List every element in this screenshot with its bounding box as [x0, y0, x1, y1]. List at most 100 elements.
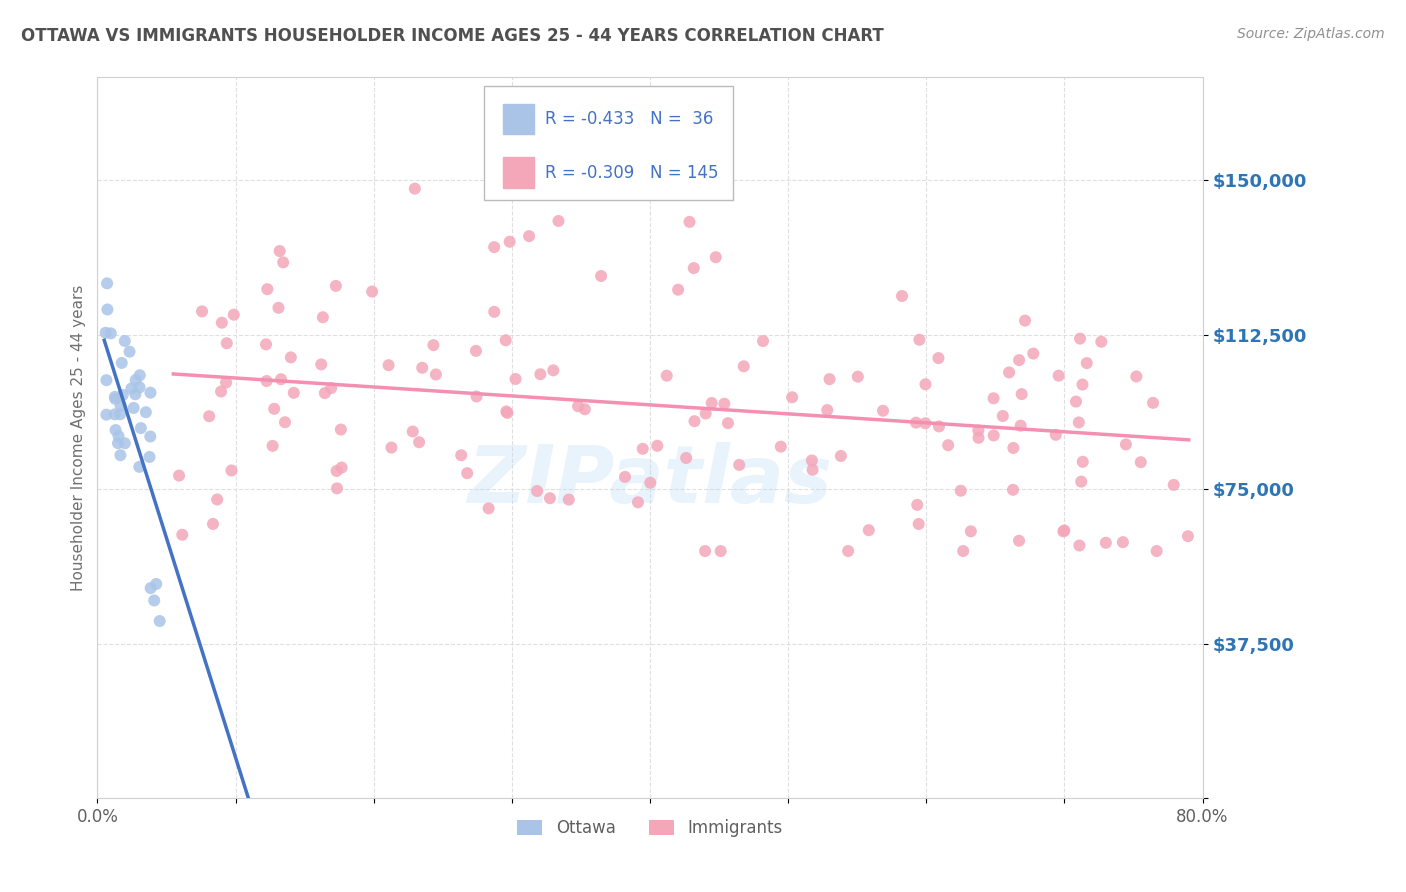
- Point: [271, 255, 294, 269]
- Point: [1002, 441, 1025, 455]
- Point: [361, 285, 384, 299]
- Point: [262, 439, 284, 453]
- Point: [907, 516, 929, 531]
- Point: [1069, 539, 1091, 553]
- Point: [222, 308, 245, 322]
- Point: [908, 333, 931, 347]
- Point: [270, 372, 292, 386]
- Point: [269, 244, 291, 258]
- Point: [1112, 535, 1135, 549]
- Point: [205, 492, 228, 507]
- Point: [139, 385, 162, 400]
- Point: [256, 374, 278, 388]
- Point: [120, 382, 142, 396]
- Point: [215, 336, 238, 351]
- Point: [1146, 544, 1168, 558]
- Point: [111, 388, 134, 402]
- Point: [312, 310, 335, 325]
- Point: [122, 401, 145, 415]
- Point: [914, 417, 936, 431]
- Point: [717, 416, 740, 430]
- FancyBboxPatch shape: [484, 87, 733, 200]
- Point: [402, 425, 425, 439]
- Y-axis label: Householder Income Ages 25 - 44 years: Householder Income Ages 25 - 44 years: [72, 285, 86, 591]
- Point: [478, 501, 501, 516]
- Point: [567, 399, 589, 413]
- Point: [138, 450, 160, 464]
- Point: [891, 289, 914, 303]
- Point: [631, 442, 654, 456]
- Point: [135, 405, 157, 419]
- Point: [1045, 427, 1067, 442]
- Point: [145, 577, 167, 591]
- Point: [1014, 313, 1036, 327]
- Point: [1047, 368, 1070, 383]
- Point: [1115, 437, 1137, 451]
- Point: [96, 277, 118, 291]
- Text: Source: ZipAtlas.com: Source: ZipAtlas.com: [1237, 27, 1385, 41]
- Point: [713, 397, 735, 411]
- Point: [326, 481, 349, 495]
- Point: [905, 416, 928, 430]
- Point: [104, 392, 127, 406]
- Point: [1071, 455, 1094, 469]
- Point: [1022, 346, 1045, 360]
- Point: [107, 436, 129, 450]
- Point: [128, 380, 150, 394]
- Point: [936, 438, 959, 452]
- Point: [627, 495, 650, 509]
- Point: [547, 214, 569, 228]
- Point: [314, 386, 336, 401]
- Point: [675, 450, 697, 465]
- Point: [96, 408, 118, 422]
- Point: [752, 334, 775, 348]
- Point: [425, 368, 447, 382]
- Point: [1001, 483, 1024, 497]
- Point: [125, 373, 148, 387]
- Point: [96, 373, 118, 387]
- Point: [198, 409, 221, 424]
- Point: [927, 351, 949, 365]
- Point: [678, 215, 700, 229]
- Point: [274, 415, 297, 429]
- Point: [645, 439, 668, 453]
- Point: [114, 334, 136, 348]
- Point: [309, 358, 332, 372]
- Text: OTTAWA VS IMMIGRANTS HOUSEHOLDER INCOME AGES 25 - 44 YEARS CORRELATION CHART: OTTAWA VS IMMIGRANTS HOUSEHOLDER INCOME …: [21, 27, 884, 45]
- Point: [1008, 353, 1031, 368]
- Point: [733, 359, 755, 374]
- Point: [967, 424, 990, 438]
- Point: [529, 368, 551, 382]
- Point: [104, 423, 127, 437]
- Point: [1095, 536, 1118, 550]
- Point: [655, 368, 678, 383]
- Point: [96, 302, 118, 317]
- Point: [325, 464, 347, 478]
- Point: [325, 279, 347, 293]
- Point: [558, 492, 581, 507]
- Point: [263, 401, 285, 416]
- Point: [872, 403, 894, 417]
- Point: [267, 301, 290, 315]
- Point: [118, 344, 141, 359]
- Point: [321, 381, 343, 395]
- Point: [1129, 455, 1152, 469]
- Point: [377, 358, 399, 372]
- Point: [191, 304, 214, 318]
- Point: [693, 544, 716, 558]
- Point: [1011, 387, 1033, 401]
- Point: [495, 404, 517, 418]
- Point: [1010, 418, 1032, 433]
- Point: [380, 441, 402, 455]
- Point: [254, 337, 277, 351]
- Point: [411, 360, 433, 375]
- Point: [614, 470, 637, 484]
- Point: [846, 369, 869, 384]
- Text: ZIPatlas: ZIPatlas: [467, 442, 832, 520]
- Point: [682, 261, 704, 276]
- Point: [139, 581, 162, 595]
- Point: [538, 491, 561, 506]
- Point: [1071, 377, 1094, 392]
- Point: [1052, 524, 1074, 539]
- Point: [967, 431, 990, 445]
